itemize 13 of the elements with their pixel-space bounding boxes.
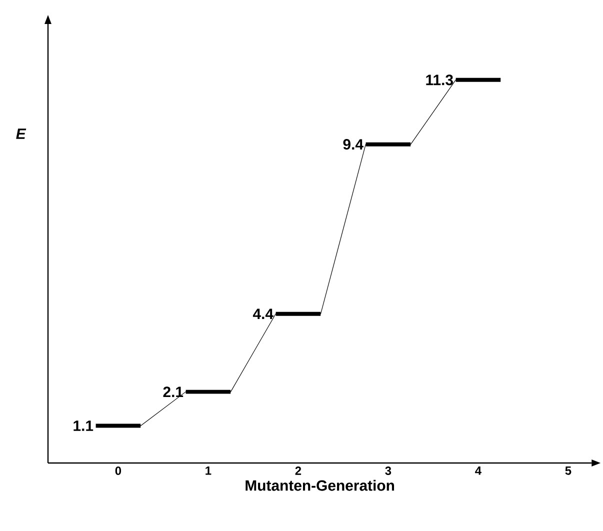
data-label: 4.4 bbox=[252, 308, 274, 319]
y-axis-title: E bbox=[16, 128, 26, 139]
x-tick-label: 1 bbox=[206, 466, 212, 475]
data-label: 11.3 bbox=[426, 74, 453, 86]
x-tick-label: 3 bbox=[385, 466, 392, 476]
x-tick-label: 0 bbox=[115, 466, 122, 475]
x-tick-label: 5 bbox=[565, 466, 572, 475]
data-label: 9.4 bbox=[343, 139, 364, 150]
data-label: 1.1 bbox=[74, 420, 94, 431]
x-axis-title: Mutanten-Generation bbox=[246, 480, 394, 491]
x-tick-label: 4 bbox=[475, 466, 482, 475]
data-label: 2.1 bbox=[163, 386, 184, 398]
x-tick-label: 2 bbox=[295, 466, 302, 475]
